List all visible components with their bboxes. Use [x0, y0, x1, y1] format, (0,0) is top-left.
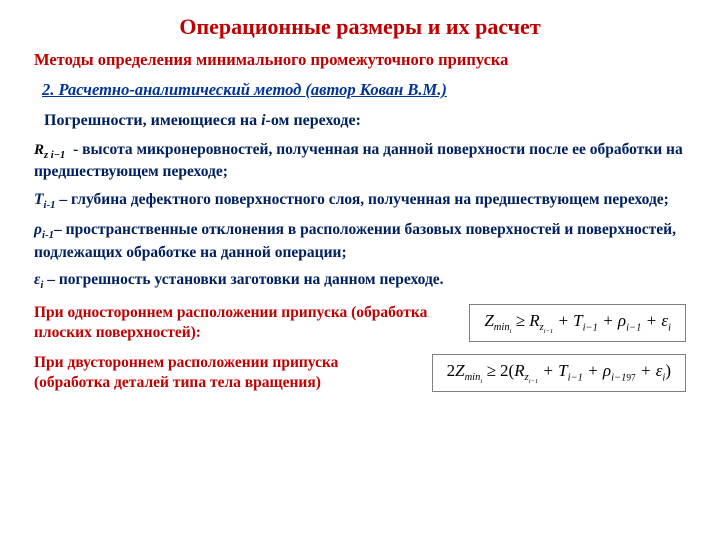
rz-symbol: Rz i−1: [34, 141, 65, 162]
row1-label: При одностороннем расположении припуска …: [34, 303, 453, 343]
errors-post: -ом переходе:: [266, 112, 361, 129]
errors-heading: Погрешности, имеющиеся на i-ом переходе:: [44, 112, 686, 130]
row2-label: При двустороннем расположении припуска (…: [34, 353, 416, 393]
row-two-sided: При двустороннем расположении припуска (…: [34, 353, 686, 393]
page-title: Операционные размеры и их расчет: [34, 14, 686, 40]
para-eps: εi – погрешность установки заготовки на …: [34, 270, 686, 293]
eps-text: – погрешность установки заготовки на дан…: [43, 271, 443, 288]
row-one-sided: При одностороннем расположении припуска …: [34, 303, 686, 343]
t-symbol: Ti-1: [34, 191, 56, 208]
formula-one-sided: Zmini ≥ Rzi−1 + Ti−1 + ρi−1 + εi: [469, 304, 686, 343]
subtitle: Методы определения минимального промежут…: [34, 50, 686, 70]
rz-text: - высота микронеровностей, полученная на…: [34, 141, 683, 180]
para-rho: ρi-1– пространственные отклонения в расп…: [34, 220, 686, 262]
errors-pre: Погрешности, имеющиеся на: [44, 112, 261, 129]
para-rz: Rz i−1 - высота микронеровностей, получе…: [34, 140, 686, 182]
method-heading: 2. Расчетно-аналитический метод (автор К…: [42, 80, 686, 100]
eps-symbol: εi: [34, 271, 43, 288]
rho-text: – пространственные отклонения в располож…: [34, 221, 676, 261]
t-text: – глубина дефектного поверхностного слоя…: [56, 191, 669, 208]
formula-two-sided: 2Zmini ≥ 2(Rzi−1 + Ti−1 + ρi−197 + εi): [432, 354, 686, 393]
para-t: Ti-1 – глубина дефектного поверхностного…: [34, 190, 686, 213]
rho-symbol: ρi-1: [34, 221, 54, 238]
